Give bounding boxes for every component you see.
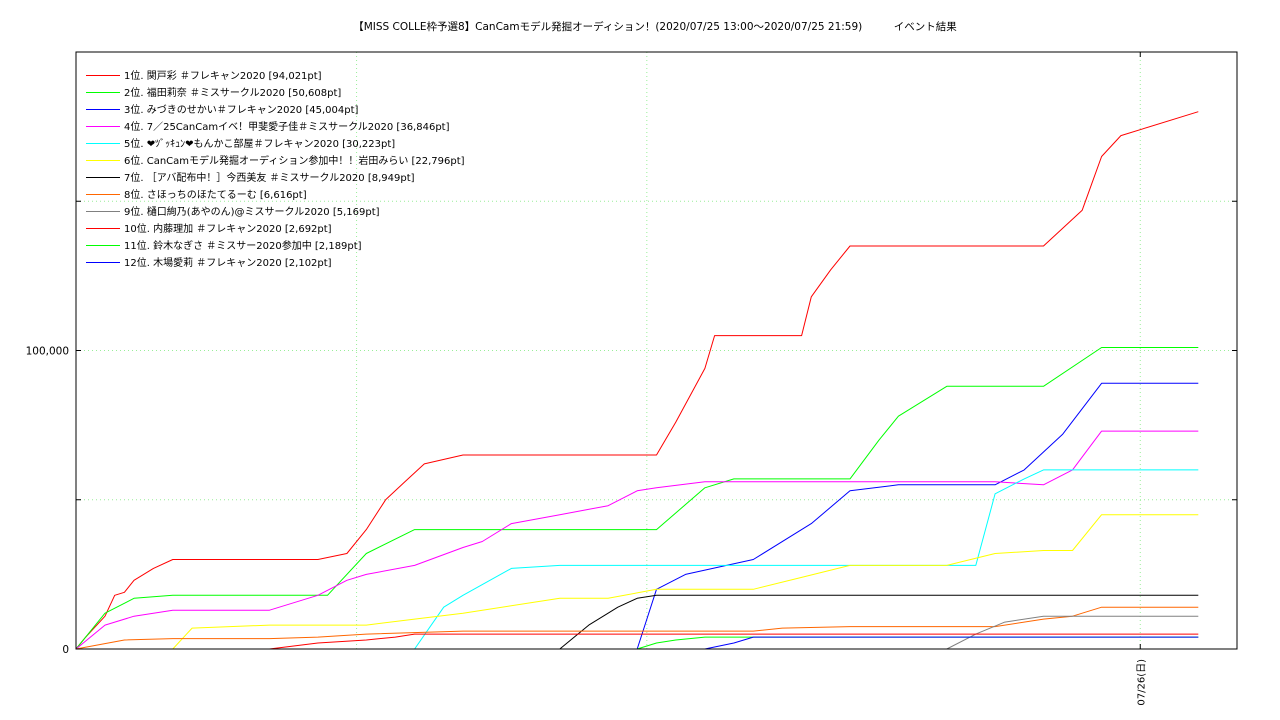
chart-title: 【MISS COLLE枠予選8】CanCamモデル発掘オーディション！(2020…	[353, 21, 957, 33]
legend-label: 5位. ❤ﾂﾞｯｷｭﾝ❤もんかこ部屋＃フレキャン2020 [30,223pt]	[124, 139, 396, 150]
legend-swatch	[86, 75, 120, 76]
series-line-7	[76, 594, 1199, 650]
legend-swatch	[86, 211, 120, 212]
legend-label: 7位. ［アバ配布中！］今西美友 ＃ミスサークル2020 [8,949pt]	[124, 173, 415, 184]
legend-label: 3位. みづきのせかい＃フレキャン2020 [45,004pt]	[124, 105, 359, 116]
legend-swatch	[86, 143, 120, 144]
legend-label: 9位. 樋口絢乃(あやのん)@ミスサークル2020 [5,169pt]	[124, 207, 380, 218]
plot-frame	[75, 51, 1238, 650]
legend-swatch	[86, 109, 120, 110]
legend-label: 8位. さほっちのほたてるーむ [6,616pt]	[124, 190, 307, 201]
x-tick-label: 07/26(日)	[1136, 659, 1147, 706]
grid-lines	[76, 52, 1237, 649]
series-line-2	[75, 347, 1199, 650]
legend-label: 10位. 内藤理加 ＃フレキャン2020 [2,692pt]	[124, 224, 332, 235]
legend-swatch	[86, 177, 120, 178]
y-tick-label: 0	[62, 644, 69, 656]
legend-swatch	[86, 228, 120, 229]
series-line-1	[75, 111, 1199, 650]
legend-label: 4位. 7／25CanCamイベ！甲斐愛子佳＃ミスサークル2020 [36,84…	[124, 122, 450, 133]
legend-swatch	[86, 262, 120, 263]
legend-swatch	[86, 194, 120, 195]
y-tick-label: 100,000	[26, 346, 69, 358]
legend-swatch	[86, 92, 120, 93]
series-line-8	[75, 606, 1199, 650]
series-line-3	[76, 382, 1199, 650]
legend-label: 6位. CanCamモデル発掘オーディション参加中！！岩田みらい [22,796…	[124, 156, 465, 167]
legend-label: 2位. 福田莉奈 ＃ミスサークル2020 [50,608pt]	[124, 88, 342, 99]
legend-swatch	[86, 245, 120, 246]
series-line-6	[76, 514, 1199, 650]
legend-label: 1位. 関戸彩 ＃フレキャン2020 [94,021pt]	[124, 71, 322, 82]
series-line-4	[75, 430, 1199, 650]
legend-label: 11位. 鈴木なぎさ ＃ミスサー2020参加中 [2,189pt]	[124, 241, 362, 252]
legend-swatch	[86, 126, 120, 127]
series-line-10	[76, 633, 1199, 650]
legend-swatch	[86, 160, 120, 161]
legend-label: 12位. 木場愛莉 ＃フレキャン2020 [2,102pt]	[124, 258, 332, 269]
